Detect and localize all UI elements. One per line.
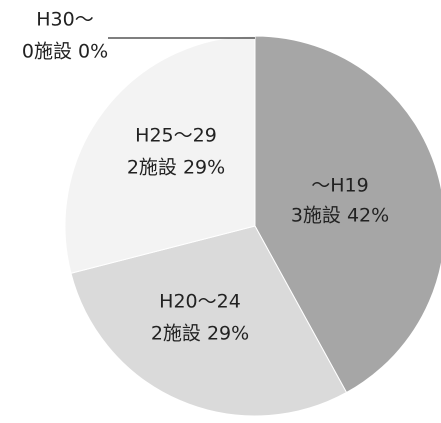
slice-value-label: 2施設 29% <box>127 157 225 179</box>
slice-label: H20～24 <box>159 291 241 313</box>
slice-value-label: 2施設 29% <box>151 323 249 345</box>
slice-value-label: 0施設 0% <box>22 41 108 63</box>
slice-label: H25～29 <box>135 125 217 147</box>
slice-value-label: 3施設 42% <box>291 205 389 227</box>
slice-label: H30～ <box>36 9 93 31</box>
pie-slice <box>64 35 256 274</box>
slice-label: ～H19 <box>311 175 368 197</box>
pie-slice <box>254 35 441 394</box>
pie-slice <box>70 225 348 417</box>
